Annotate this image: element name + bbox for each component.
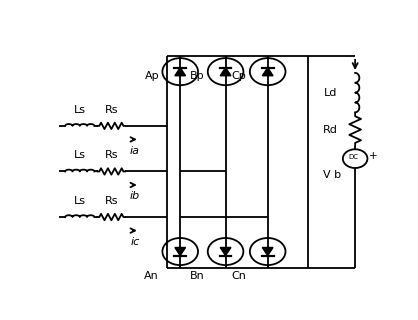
- Polygon shape: [220, 68, 231, 76]
- Text: Rs: Rs: [104, 105, 118, 115]
- Text: Rs: Rs: [104, 196, 118, 206]
- Text: V b: V b: [324, 171, 342, 180]
- Polygon shape: [263, 68, 273, 76]
- Text: ia: ia: [130, 146, 140, 156]
- Polygon shape: [175, 247, 186, 256]
- Text: Ld: Ld: [324, 88, 337, 98]
- Text: DC: DC: [349, 155, 359, 160]
- Polygon shape: [263, 247, 273, 256]
- Text: Ls: Ls: [74, 150, 86, 160]
- Text: Ls: Ls: [74, 105, 86, 115]
- Text: +: +: [369, 151, 378, 161]
- Text: Rd: Rd: [322, 124, 337, 135]
- Text: Cn: Cn: [232, 271, 247, 281]
- Text: Bp: Bp: [190, 71, 204, 81]
- Text: ic: ic: [130, 237, 140, 247]
- Text: Cp: Cp: [232, 71, 247, 81]
- Polygon shape: [175, 68, 186, 76]
- Text: An: An: [144, 271, 159, 281]
- Text: ib: ib: [130, 191, 140, 201]
- Polygon shape: [220, 247, 231, 256]
- Text: Bn: Bn: [190, 271, 204, 281]
- Text: Ls: Ls: [74, 196, 86, 206]
- Text: Ap: Ap: [145, 71, 159, 81]
- Text: Rs: Rs: [104, 150, 118, 160]
